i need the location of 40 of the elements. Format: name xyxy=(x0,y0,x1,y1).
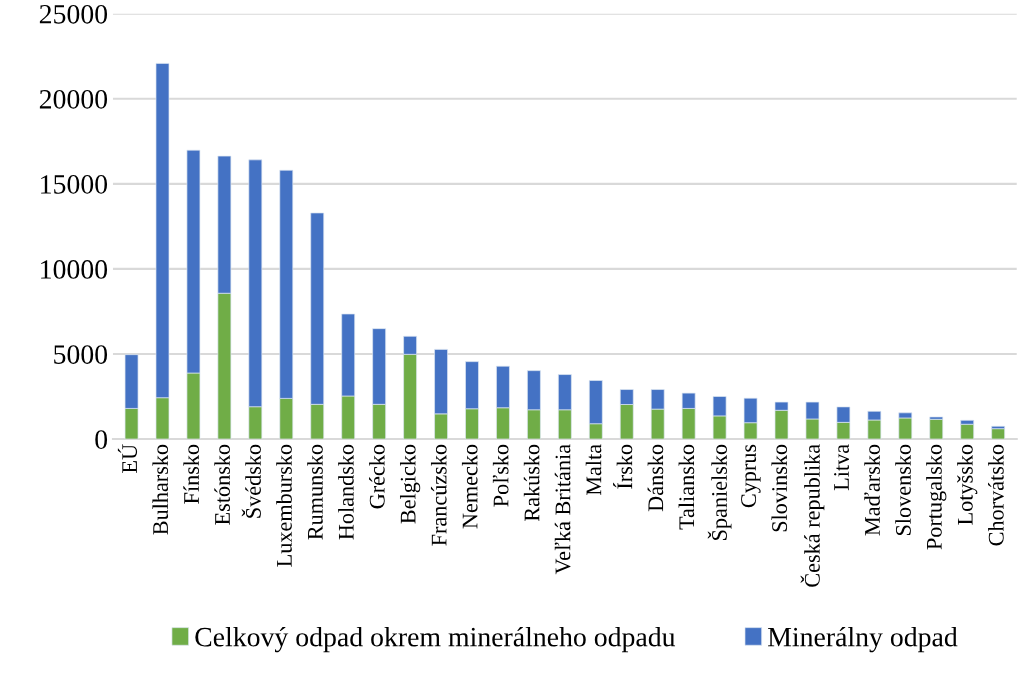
bar xyxy=(929,418,944,440)
x-tick-label: Veľká Británia xyxy=(554,444,571,575)
x-tick-label: Španielsko xyxy=(707,444,732,540)
x-tick-label: Belgicko xyxy=(399,444,421,524)
y-tick-label: 15000 xyxy=(41,175,108,194)
bar xyxy=(960,423,975,440)
x-tick-label: Slovensko xyxy=(895,444,911,536)
x-tick-label: Rumunsko xyxy=(307,444,323,540)
x-tick-label: EÚ xyxy=(117,444,138,473)
x-tick-label: Rakúsko xyxy=(523,444,540,522)
x-tick-label: Nemecko xyxy=(461,444,478,529)
y-tick-label: 10000 xyxy=(41,260,108,279)
x-tick-label: Chorvátsko xyxy=(988,444,1004,546)
y-tick-label: 25000 xyxy=(39,4,108,24)
x-tick-label: Írsko xyxy=(613,444,633,489)
x-tick-label: Poľsko xyxy=(492,444,509,507)
x-tick-label: Litva xyxy=(834,444,849,491)
x-tick-label: Francúzsko xyxy=(430,444,447,546)
legend-label: Minerálny odpad xyxy=(768,626,958,653)
x-tick-label: Fínsko xyxy=(183,444,199,504)
x-tick-label: Taliansko xyxy=(678,444,695,530)
x-tick-label: Luxembursko xyxy=(276,444,292,567)
x-tick-label: Švédsko xyxy=(241,444,261,518)
x-tick-label: Lotyšsko xyxy=(957,444,978,525)
y-tick-label: 0 xyxy=(95,430,108,449)
x-tick-label: Malta xyxy=(585,444,602,496)
x-tick-label: Dánsko xyxy=(647,444,664,512)
bar xyxy=(991,428,1006,440)
x-tick-label: Česká republika xyxy=(800,444,825,587)
legend-label: Celkový odpad okrem minerálneho odpadu xyxy=(195,626,676,653)
y-tick-label: 20000 xyxy=(39,89,108,109)
x-tick-label: Bulharsko xyxy=(152,444,169,535)
x-tick-label: Grécko xyxy=(369,444,385,509)
x-tick-label: Estónsko xyxy=(214,444,230,525)
x-tick-label: Portugalsko xyxy=(926,444,947,550)
x-tick-label: Maďarsko xyxy=(864,444,880,536)
x-tick-label: Cyprus xyxy=(741,444,761,508)
x-tick-label: Slovinsko xyxy=(771,444,788,532)
y-tick-label: 5000 xyxy=(54,345,108,364)
x-tick-label: Holandsko xyxy=(338,444,354,540)
